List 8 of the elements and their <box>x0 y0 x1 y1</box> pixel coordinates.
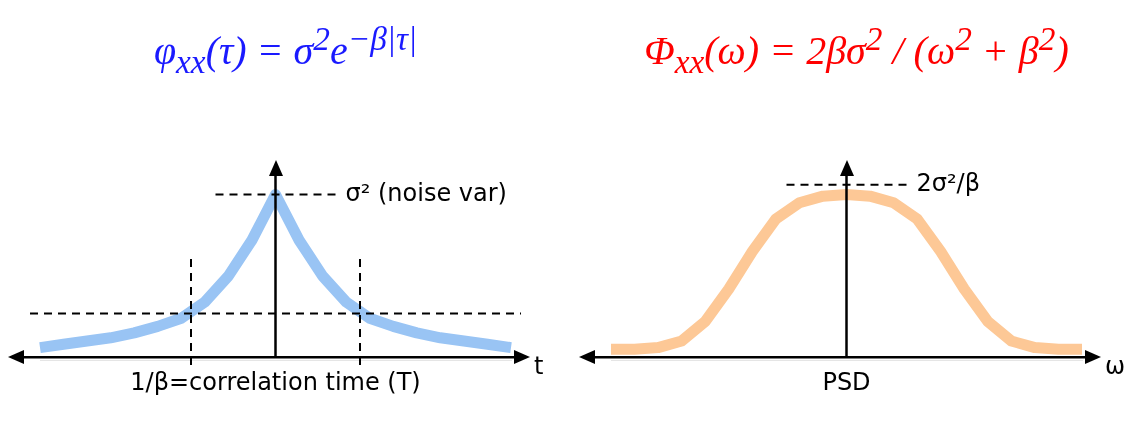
text: 1/β=correlation time (T) <box>130 367 421 396</box>
x-axis-title: ω <box>1105 351 1126 380</box>
text: PSD <box>822 367 871 396</box>
ref-line-label: 2σ²/β <box>916 169 981 197</box>
x-axis-title: t <box>534 351 544 380</box>
chart-title: φ$_{xx}$(τ) = σ$^{2}$e$^{−β|τ|}$ <box>152 20 419 82</box>
chart-title: Φ$_{xx}$(ω) = 2βσ$^{2}$ / (ω$^{2}$ + β$^{2}$) <box>644 20 1069 81</box>
ref-line-label: σ² (noise var) <box>345 178 507 207</box>
